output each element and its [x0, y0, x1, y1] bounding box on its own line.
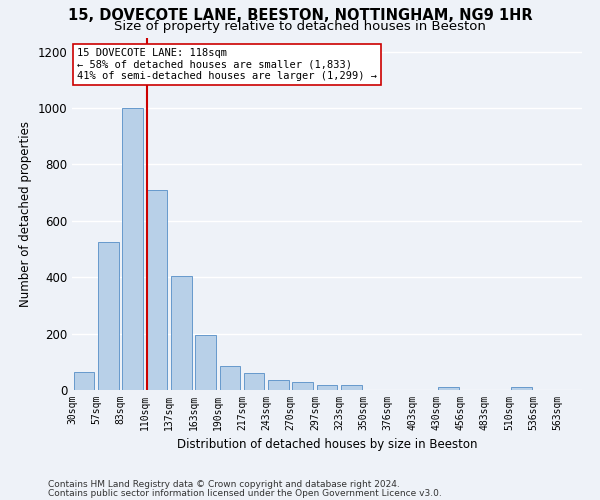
Bar	[317, 385, 337, 390]
Bar	[195, 335, 216, 390]
Bar	[98, 242, 119, 390]
Bar	[244, 373, 265, 390]
Bar	[171, 276, 191, 390]
Bar	[341, 385, 362, 390]
Text: Contains HM Land Registry data © Crown copyright and database right 2024.: Contains HM Land Registry data © Crown c…	[48, 480, 400, 489]
Text: Contains public sector information licensed under the Open Government Licence v3: Contains public sector information licen…	[48, 488, 442, 498]
Bar	[146, 190, 167, 390]
Bar	[511, 387, 532, 390]
Text: 15 DOVECOTE LANE: 118sqm
← 58% of detached houses are smaller (1,833)
41% of sem: 15 DOVECOTE LANE: 118sqm ← 58% of detach…	[77, 48, 377, 82]
X-axis label: Distribution of detached houses by size in Beeston: Distribution of detached houses by size …	[177, 438, 477, 452]
Bar	[292, 382, 313, 390]
Bar	[74, 372, 94, 390]
Y-axis label: Number of detached properties: Number of detached properties	[19, 120, 32, 306]
Bar	[268, 380, 289, 390]
Bar	[220, 366, 240, 390]
Bar	[122, 108, 143, 390]
Text: Size of property relative to detached houses in Beeston: Size of property relative to detached ho…	[114, 20, 486, 33]
Text: 15, DOVECOTE LANE, BEESTON, NOTTINGHAM, NG9 1HR: 15, DOVECOTE LANE, BEESTON, NOTTINGHAM, …	[68, 8, 532, 22]
Bar	[438, 387, 459, 390]
